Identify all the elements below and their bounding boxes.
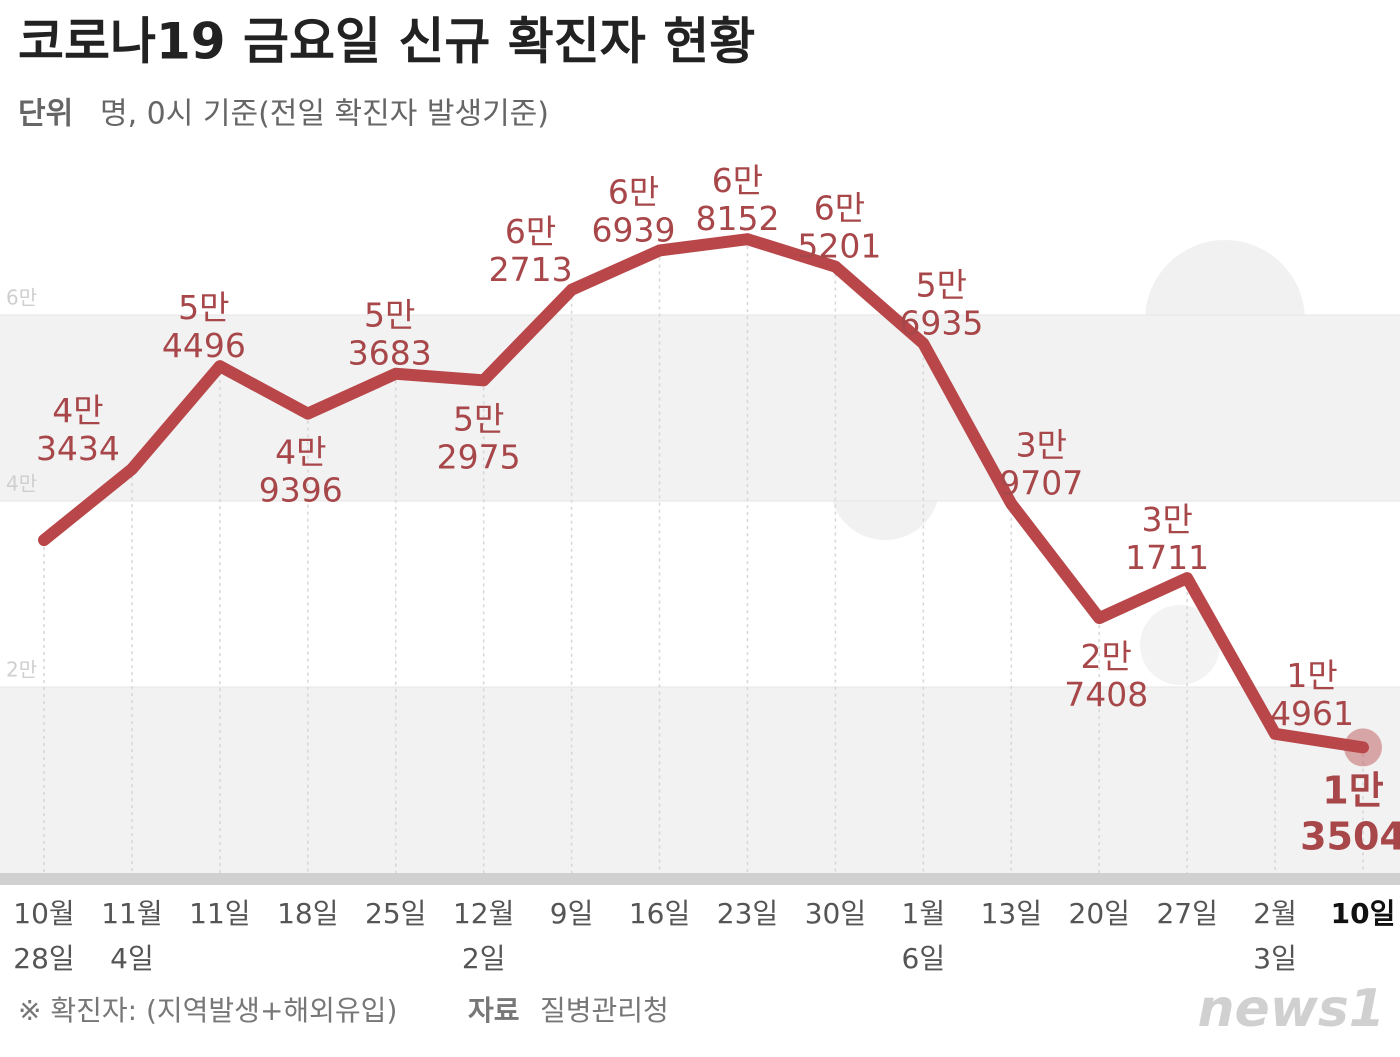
x-tick-label: 10일 <box>1331 897 1396 930</box>
value-label: 5만 4496 <box>162 288 246 365</box>
x-tick-label: 25일 <box>365 897 426 930</box>
x-tick-label: 9일 <box>550 897 594 930</box>
grid-band <box>0 315 1400 501</box>
y-tick-label: 2만 <box>6 658 37 682</box>
data-line <box>38 233 1369 754</box>
value-label: 5만 3683 <box>348 295 432 372</box>
x-tick-label: 16일 <box>629 897 690 930</box>
y-tick-label: 4만 <box>6 472 37 496</box>
virus-icon <box>1140 605 1220 685</box>
value-label: 1만 3504 <box>1300 768 1400 858</box>
value-label: 3만 9707 <box>999 425 1083 502</box>
x-tick-label: 11월 4일 <box>101 897 162 975</box>
x-tick-label: 20일 <box>1069 897 1130 930</box>
chart-title: 코로나19 금요일 신규 확진자 현황 <box>18 13 755 71</box>
value-label: 2만 7408 <box>1064 637 1148 714</box>
highlight-point <box>1344 728 1382 767</box>
value-label: 5만 6935 <box>899 265 983 342</box>
value-label: 4만 9396 <box>259 432 343 509</box>
x-tick-label: 18일 <box>277 897 338 930</box>
value-label: 6만 5201 <box>797 188 881 265</box>
logo: news1 <box>1198 979 1385 1039</box>
x-tick-label: 11일 <box>189 897 250 930</box>
value-label: 6만 2713 <box>489 211 573 288</box>
unit-label: 단위 <box>18 97 73 132</box>
value-label: 6만 6939 <box>592 172 676 249</box>
x-tick-label: 2월 3일 <box>1253 897 1297 975</box>
value-label: 6만 8152 <box>695 161 779 238</box>
source-text: 질병관리청 <box>540 994 669 1027</box>
x-tick-label: 27일 <box>1156 897 1217 930</box>
value-label: 1만 4961 <box>1270 655 1354 732</box>
unit-text: 명, 0시 기준(전일 확진자 발생기준) <box>100 97 549 132</box>
value-label: 5만 2975 <box>437 399 521 476</box>
x-tick-label: 23일 <box>717 897 778 930</box>
value-label: 4만 3434 <box>36 391 120 468</box>
x-axis-bar <box>0 873 1400 885</box>
x-tick-label: 30일 <box>805 897 866 930</box>
source-label: 자료 <box>468 994 520 1027</box>
x-tick-label: 13일 <box>981 897 1042 930</box>
x-tick-label: 1월 6일 <box>902 897 946 975</box>
value-label: 3만 1711 <box>1125 500 1209 577</box>
x-tick-label: 10월 28일 <box>13 897 74 975</box>
y-tick-label: 6만 <box>6 286 37 310</box>
grid-band <box>0 687 1400 873</box>
x-tick-label: 12월 2일 <box>453 897 514 975</box>
footer-note: ※ 확진자: (지역발생+해외유입) <box>18 994 397 1027</box>
